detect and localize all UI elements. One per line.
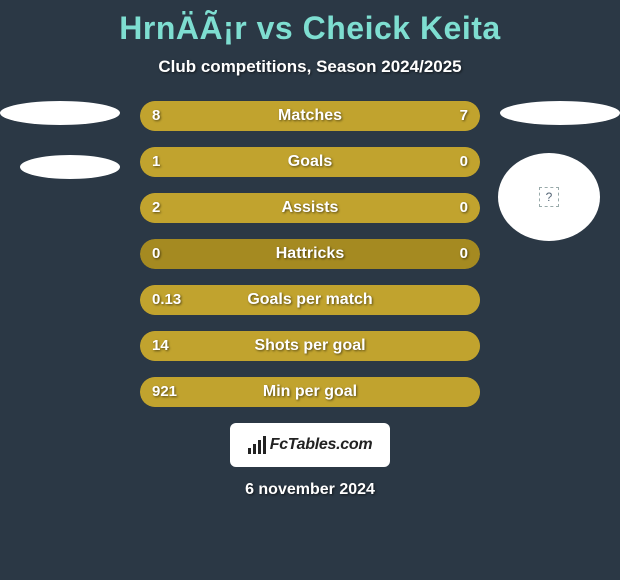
- stat-row: 921Min per goal: [140, 377, 480, 407]
- page-subtitle: Club competitions, Season 2024/2025: [158, 57, 461, 77]
- stat-label: Matches: [140, 101, 480, 131]
- logo-box: FcTables.com: [230, 423, 390, 467]
- stat-row: 20Assists: [140, 193, 480, 223]
- stat-row: 10Goals: [140, 147, 480, 177]
- stat-rows: 87Matches 10Goals 20Assists 00Hattricks 0.13…: [140, 101, 480, 423]
- stat-label: Goals per match: [140, 285, 480, 315]
- chart-area: ? 87Matches 10Goals 20Assists 00Hattricks 0.…: [0, 97, 620, 580]
- stat-label: Assists: [140, 193, 480, 223]
- placeholder-badge-icon: ?: [539, 187, 559, 207]
- stat-label: Min per goal: [140, 377, 480, 407]
- stat-row: 0.13Goals per match: [140, 285, 480, 315]
- right-ellipse: [500, 101, 620, 125]
- stat-row: 14Shots per goal: [140, 331, 480, 361]
- left-ellipse-2: [20, 155, 120, 179]
- left-ellipse-1: [0, 101, 120, 125]
- content-container: HrnÄÃ¡r vs Cheick Keita Club competition…: [0, 0, 620, 580]
- right-circle: ?: [498, 153, 600, 241]
- stat-label: Goals: [140, 147, 480, 177]
- stat-label: Hattricks: [140, 239, 480, 269]
- page-title: HrnÄÃ¡r vs Cheick Keita: [119, 10, 500, 47]
- stat-row: 87Matches: [140, 101, 480, 131]
- stat-row: 00Hattricks: [140, 239, 480, 269]
- footer-date: 6 november 2024: [0, 481, 620, 499]
- logo-text: FcTables.com: [270, 436, 373, 454]
- logo-bars-icon: [248, 436, 266, 454]
- stat-label: Shots per goal: [140, 331, 480, 361]
